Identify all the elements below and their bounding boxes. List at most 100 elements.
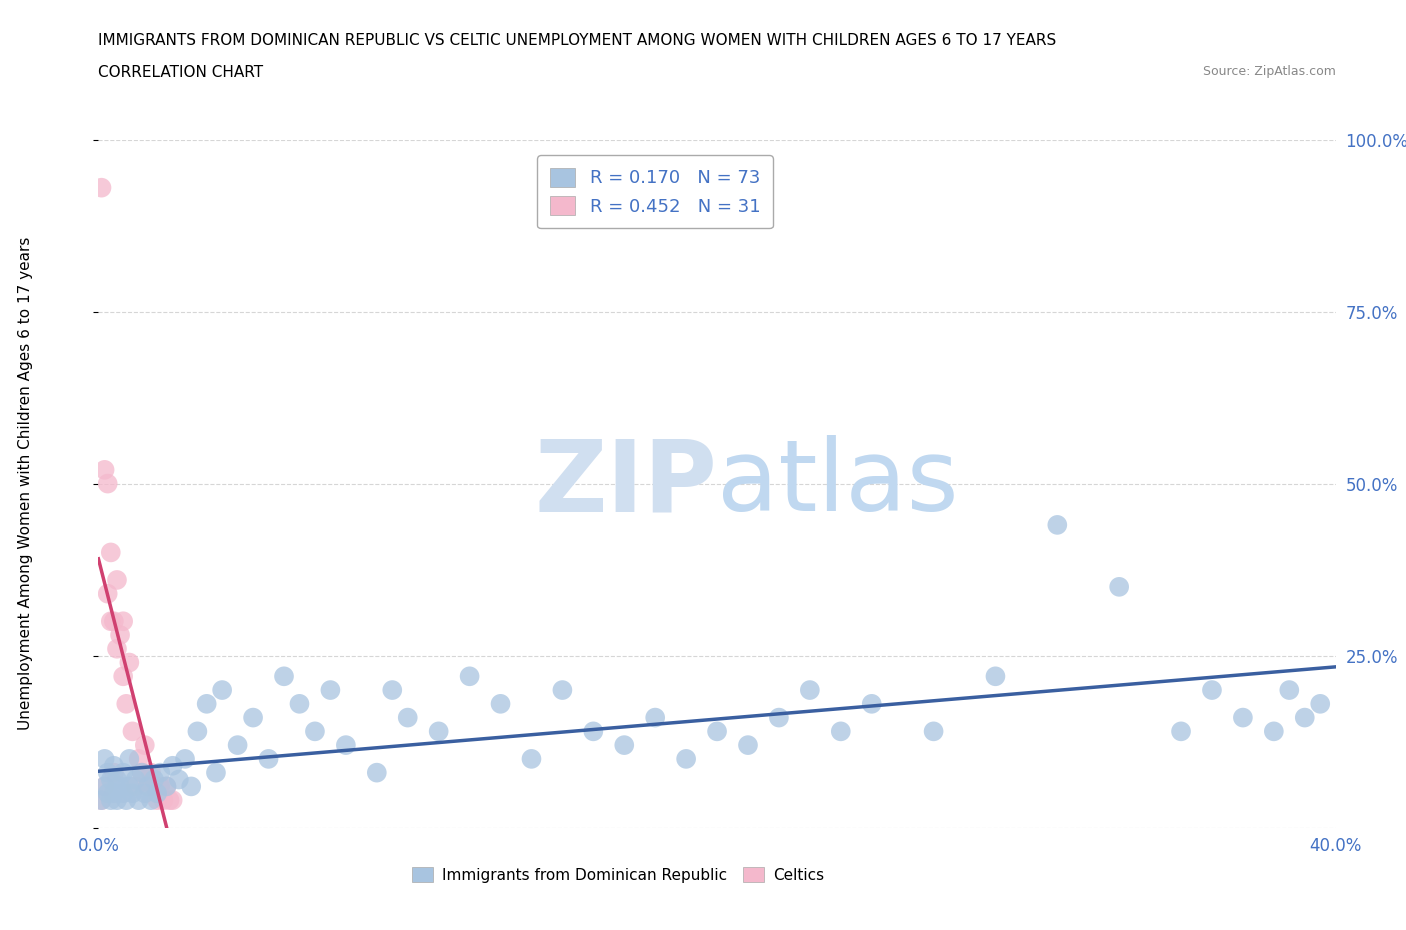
Point — [860, 697, 883, 711]
Point — [520, 751, 543, 766]
Point — [100, 792, 122, 807]
Point — [97, 586, 120, 601]
Point — [90, 180, 112, 195]
Point — [830, 724, 852, 738]
Point — [489, 697, 512, 711]
Point — [121, 724, 143, 738]
Point — [100, 545, 122, 560]
Point — [112, 669, 135, 684]
Point — [167, 772, 190, 787]
Point — [100, 614, 122, 629]
Legend: Immigrants from Dominican Republic, Celtics: Immigrants from Dominican Republic, Celt… — [406, 861, 831, 889]
Point — [226, 737, 249, 752]
Point — [155, 779, 177, 794]
Point — [242, 711, 264, 725]
Point — [143, 772, 166, 787]
Point — [149, 765, 172, 780]
Point — [112, 765, 135, 780]
Text: Unemployment Among Women with Children Ages 6 to 17 years: Unemployment Among Women with Children A… — [18, 237, 32, 730]
Point — [149, 779, 172, 794]
Point — [103, 786, 125, 801]
Point — [146, 792, 169, 807]
Point — [131, 765, 153, 780]
Point — [706, 724, 728, 738]
Point — [103, 758, 125, 773]
Point — [108, 779, 131, 794]
Point — [93, 779, 115, 794]
Point — [124, 779, 146, 794]
Point — [211, 683, 233, 698]
Point — [118, 655, 141, 670]
Point — [131, 765, 153, 780]
Point — [103, 614, 125, 629]
Point — [613, 737, 636, 752]
Point — [582, 724, 605, 738]
Point — [115, 792, 138, 807]
Point — [128, 792, 150, 807]
Point — [118, 751, 141, 766]
Point — [134, 737, 156, 752]
Point — [93, 462, 115, 477]
Point — [105, 573, 128, 588]
Point — [136, 779, 159, 794]
Point — [1108, 579, 1130, 594]
Point — [93, 779, 115, 794]
Point — [108, 628, 131, 643]
Point — [100, 772, 122, 787]
Point — [90, 792, 112, 807]
Point — [128, 751, 150, 766]
Point — [458, 669, 481, 684]
Point — [186, 724, 208, 738]
Point — [162, 758, 184, 773]
Point — [112, 786, 135, 801]
Point — [97, 786, 120, 801]
Point — [162, 792, 184, 807]
Point — [335, 737, 357, 752]
Point — [319, 683, 342, 698]
Point — [124, 772, 146, 787]
Point — [799, 683, 821, 698]
Point — [139, 792, 162, 807]
Point — [396, 711, 419, 725]
Point — [112, 614, 135, 629]
Point — [366, 765, 388, 780]
Point — [984, 669, 1007, 684]
Point — [195, 697, 218, 711]
Point — [105, 642, 128, 657]
Point — [273, 669, 295, 684]
Point — [105, 772, 128, 787]
Point — [134, 786, 156, 801]
Point — [205, 765, 228, 780]
Point — [180, 779, 202, 794]
Point — [90, 792, 112, 807]
Point — [115, 697, 138, 711]
Point — [1170, 724, 1192, 738]
Point — [768, 711, 790, 725]
Point — [103, 765, 125, 780]
Point — [155, 779, 177, 794]
Text: Source: ZipAtlas.com: Source: ZipAtlas.com — [1202, 65, 1336, 78]
Point — [105, 792, 128, 807]
Point — [675, 751, 697, 766]
Point — [118, 779, 141, 794]
Point — [737, 737, 759, 752]
Point — [146, 786, 169, 801]
Point — [1263, 724, 1285, 738]
Point — [1046, 517, 1069, 532]
Point — [143, 779, 166, 794]
Text: IMMIGRANTS FROM DOMINICAN REPUBLIC VS CELTIC UNEMPLOYMENT AMONG WOMEN WITH CHILD: IMMIGRANTS FROM DOMINICAN REPUBLIC VS CE… — [98, 33, 1057, 47]
Point — [93, 751, 115, 766]
Text: ZIP: ZIP — [534, 435, 717, 532]
Point — [304, 724, 326, 738]
Point — [922, 724, 945, 738]
Point — [1278, 683, 1301, 698]
Text: atlas: atlas — [717, 435, 959, 532]
Text: CORRELATION CHART: CORRELATION CHART — [98, 65, 263, 80]
Point — [97, 765, 120, 780]
Point — [1294, 711, 1316, 725]
Point — [1232, 711, 1254, 725]
Point — [1201, 683, 1223, 698]
Point — [551, 683, 574, 698]
Point — [139, 765, 162, 780]
Point — [1309, 697, 1331, 711]
